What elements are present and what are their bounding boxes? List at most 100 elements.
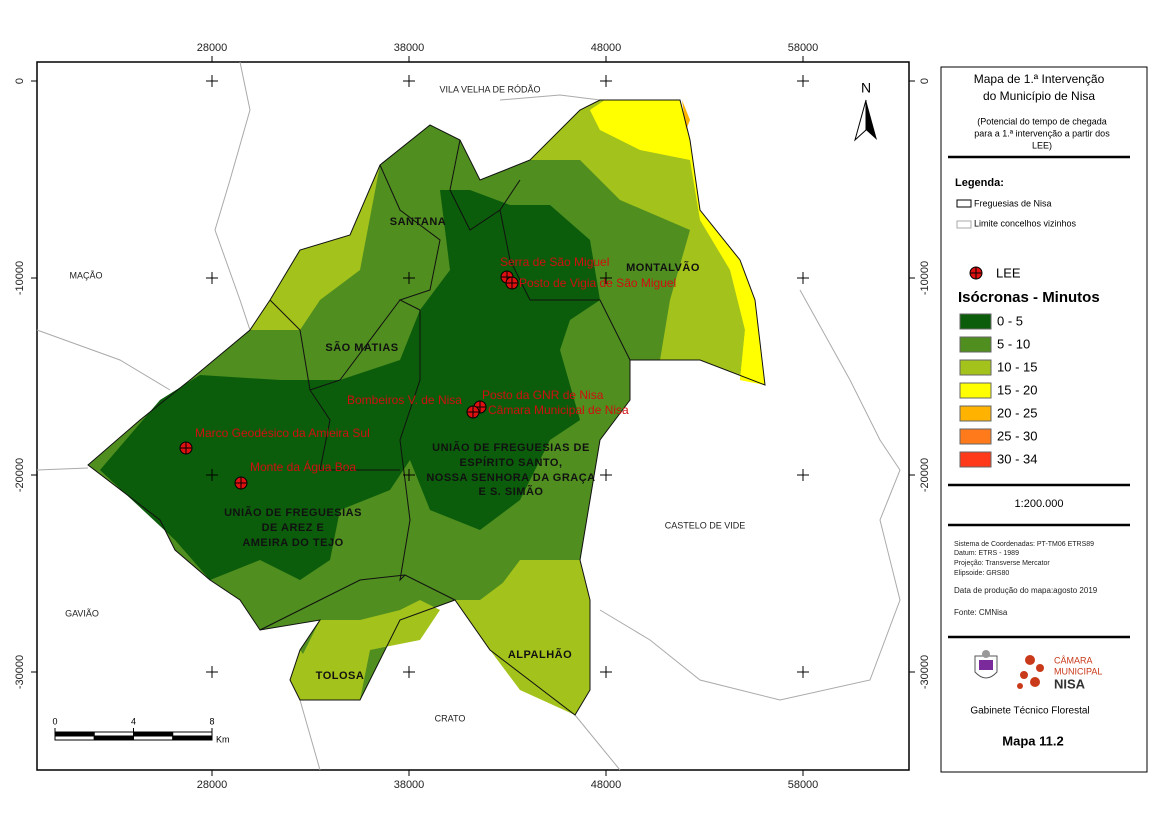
x-tick-label: 58000 <box>788 779 819 791</box>
grid-cross <box>403 75 415 87</box>
production-date: Data de produção do mapa:agosto 2019 <box>954 586 1098 595</box>
isochrone-areas <box>88 100 765 715</box>
lee-label: Posto de Vigia de São Miguel <box>519 276 676 290</box>
panel-subtitle: para a 1.ª intervenção a partir dos <box>974 128 1110 138</box>
grid-cross <box>600 666 612 678</box>
grid-cross <box>206 272 218 284</box>
lee-points <box>179 270 519 490</box>
x-tick-label: 48000 <box>591 42 622 54</box>
isochrone-area <box>300 600 440 700</box>
parish-label: SANTANA <box>390 216 446 228</box>
scale-segment <box>172 731 213 737</box>
lee-label: Bombeiros V. de Nisa <box>347 393 462 407</box>
grid-cross <box>206 75 218 87</box>
legend-swatch <box>959 336 992 353</box>
parish-label: UNIÃO DE FREGUESIAS DE <box>432 441 590 454</box>
neighbor-label: GAVIÃO <box>65 608 99 618</box>
parish-boundary <box>499 209 631 361</box>
boundary <box>36 329 171 391</box>
y-tick-label: -20000 <box>919 458 931 492</box>
grid-cross <box>206 666 218 678</box>
isochrone-heading: Isócronas - Minutos <box>958 289 1100 306</box>
isochrone-area <box>740 260 765 385</box>
scale-unit: Km <box>216 734 230 744</box>
coordinate-ticks: 2800028000380003800048000480005800058000… <box>14 42 931 791</box>
metadata: Elipsoide: GRS80 <box>954 570 1009 577</box>
panel-subtitle: (Potencial do tempo de chegada <box>977 116 1107 126</box>
neighbor-label: CRATO <box>435 713 466 723</box>
parish-label: NOSSA SENHORA DA GRAÇA <box>426 472 595 484</box>
neighbor-label: VILA VELHA DE RÓDÃO <box>439 84 540 94</box>
metadata: Projeção: Transverse Mercator <box>954 560 1050 567</box>
isochrone-area <box>682 100 690 130</box>
parish-label: ESPÍRITO SANTO, <box>459 456 562 469</box>
north-arrow: N <box>854 80 877 142</box>
boundary <box>214 61 251 331</box>
scale-bar: 0 4 8 <box>52 716 215 741</box>
legend-label: LEE <box>996 265 1021 280</box>
legend-label: Limite concelhos vizinhos <box>974 218 1077 228</box>
isochrone-area <box>480 560 590 715</box>
lee-label: Monte da Água Boa <box>250 459 356 474</box>
neighbor-label: CASTELO DE VIDE <box>665 520 746 530</box>
logo-text: MUNICIPAL <box>1054 666 1102 676</box>
y-tick-label: -30000 <box>919 655 931 689</box>
parish-label: TOLOSA <box>316 670 365 682</box>
parish-label: DE AREZ E <box>262 522 325 534</box>
scale-segment <box>54 731 95 737</box>
coat-of-arms <box>974 650 998 679</box>
boundary <box>299 699 321 771</box>
grid-cross <box>600 75 612 87</box>
municipal-logo <box>1017 655 1044 689</box>
grid-cross <box>797 469 809 481</box>
x-tick-label: 48000 <box>591 779 622 791</box>
boundary <box>599 289 901 701</box>
grid-cross <box>797 272 809 284</box>
logo-text: CÂMARA <box>1054 655 1093 665</box>
parish-boundary <box>379 164 441 311</box>
parish-boundary <box>309 389 400 471</box>
y-tick-label: -20000 <box>14 458 26 492</box>
lee-marker <box>466 405 480 419</box>
parish-boundary <box>449 139 521 231</box>
scale-segment <box>93 735 134 741</box>
parish-label: UNIÃO DE FREGUESIAS <box>224 506 362 519</box>
grid-cross <box>600 469 612 481</box>
x-tick-label: 28000 <box>197 42 228 54</box>
boundary <box>574 714 621 771</box>
x-tick-label: 38000 <box>394 42 425 54</box>
legend-swatch <box>956 220 972 229</box>
parish-boundaries <box>87 99 766 716</box>
scale-segment <box>93 731 134 737</box>
lee-marker <box>505 276 519 290</box>
grid-cross <box>403 666 415 678</box>
panel-title: do Município de Nisa <box>983 89 1095 103</box>
scale-text: 1:200.000 <box>1015 498 1064 510</box>
legend-swatch <box>959 313 992 330</box>
y-tick-label: 0 <box>14 78 26 84</box>
parish-boundary <box>259 574 406 631</box>
legend-heading: Legenda: <box>955 177 1004 189</box>
parish-label: SÃO MATIAS <box>325 341 398 354</box>
legend-swatch <box>959 405 992 422</box>
lee-label: Marco Geodésico da Amieira Sul <box>195 426 370 440</box>
x-tick-label: 28000 <box>197 779 228 791</box>
parish-label: E S. SIMÃO <box>479 485 544 498</box>
grid-cross <box>403 469 415 481</box>
boundary <box>36 467 89 471</box>
x-tick-label: 38000 <box>394 779 425 791</box>
office: Gabinete Técnico Florestal <box>970 706 1089 717</box>
legend-label: 30 - 34 <box>997 451 1037 466</box>
legend-label: 0 - 5 <box>997 313 1023 328</box>
parish-label: MONTALVÃO <box>626 261 700 274</box>
panel-subtitle: LEE) <box>1032 140 1052 150</box>
metadata: Datum: ETRS - 1989 <box>954 550 1019 557</box>
scale-tick-label: 4 <box>131 716 136 726</box>
lee-label: Posto da GNR de Nisa <box>482 388 604 402</box>
y-tick-label: 0 <box>919 78 931 84</box>
map-number: Mapa 11.2 <box>1002 733 1063 748</box>
y-tick-label: -10000 <box>919 261 931 295</box>
logo-text: NISA <box>1054 676 1086 691</box>
